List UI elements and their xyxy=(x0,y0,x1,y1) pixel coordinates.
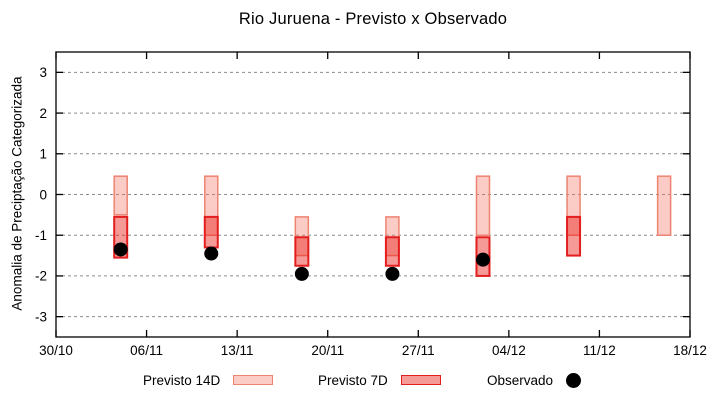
bar-previsto-7d xyxy=(203,215,219,249)
bar-previsto-7d xyxy=(384,236,400,267)
legend-item-previsto-14d: Previsto 14D xyxy=(143,371,274,389)
x-tick-label: 06/11 xyxy=(130,343,163,358)
bar-previsto-14d xyxy=(475,175,491,236)
legend-item-observado: Observado xyxy=(487,371,582,389)
y-axis-label: Anomalia de Preciptação Categorizada xyxy=(9,76,25,311)
y-tick-label: 1 xyxy=(39,147,47,162)
observado-dot xyxy=(204,246,219,261)
observado-dot xyxy=(475,252,490,267)
y-tick-label: -3 xyxy=(35,309,47,324)
y-tick-label: 2 xyxy=(39,106,47,121)
bar-previsto-14d xyxy=(385,216,400,257)
legend-item-previsto-7d: Previsto 7D xyxy=(318,371,441,389)
bar-previsto-14d xyxy=(656,175,672,236)
chart-title: Rio Juruena - Previsto x Observado xyxy=(238,10,508,28)
bar-previsto-14d xyxy=(294,216,310,257)
bar-previsto-7d xyxy=(294,236,310,267)
x-tick-label: 20/11 xyxy=(311,343,344,358)
bar-previsto-7d xyxy=(566,215,582,257)
legend-swatch-previsto-14d-icon xyxy=(233,375,274,385)
legend-label-observado: Observado xyxy=(487,372,554,388)
bar-previsto-14d xyxy=(566,175,581,236)
y-tick-label: 3 xyxy=(39,65,47,80)
y-tick-label: -2 xyxy=(35,269,47,284)
axis-frame xyxy=(55,51,691,338)
legend-swatch-previsto-7d-icon xyxy=(400,375,441,385)
x-tick-label: 04/12 xyxy=(492,343,526,358)
y-tick-label: 0 xyxy=(39,187,47,202)
observado-dot xyxy=(385,266,400,281)
legend-label-previsto-14d: Previsto 14D xyxy=(143,372,221,388)
bar-previsto-14d xyxy=(204,175,219,236)
x-tick-label: 13/11 xyxy=(221,343,254,358)
x-tick-label: 18/12 xyxy=(673,343,707,358)
x-tick-label: 11/12 xyxy=(583,343,616,358)
y-tick-label: -1 xyxy=(35,228,47,243)
observado-dot xyxy=(294,266,309,281)
x-tick-label: 30/10 xyxy=(39,343,73,358)
bar-previsto-14d xyxy=(113,175,128,216)
x-tick-label: 27/11 xyxy=(402,343,435,358)
legend-label-previsto-7d: Previsto 7D xyxy=(318,372,388,388)
legend-observado-dot-icon xyxy=(566,372,582,388)
observado-dot xyxy=(113,242,128,257)
